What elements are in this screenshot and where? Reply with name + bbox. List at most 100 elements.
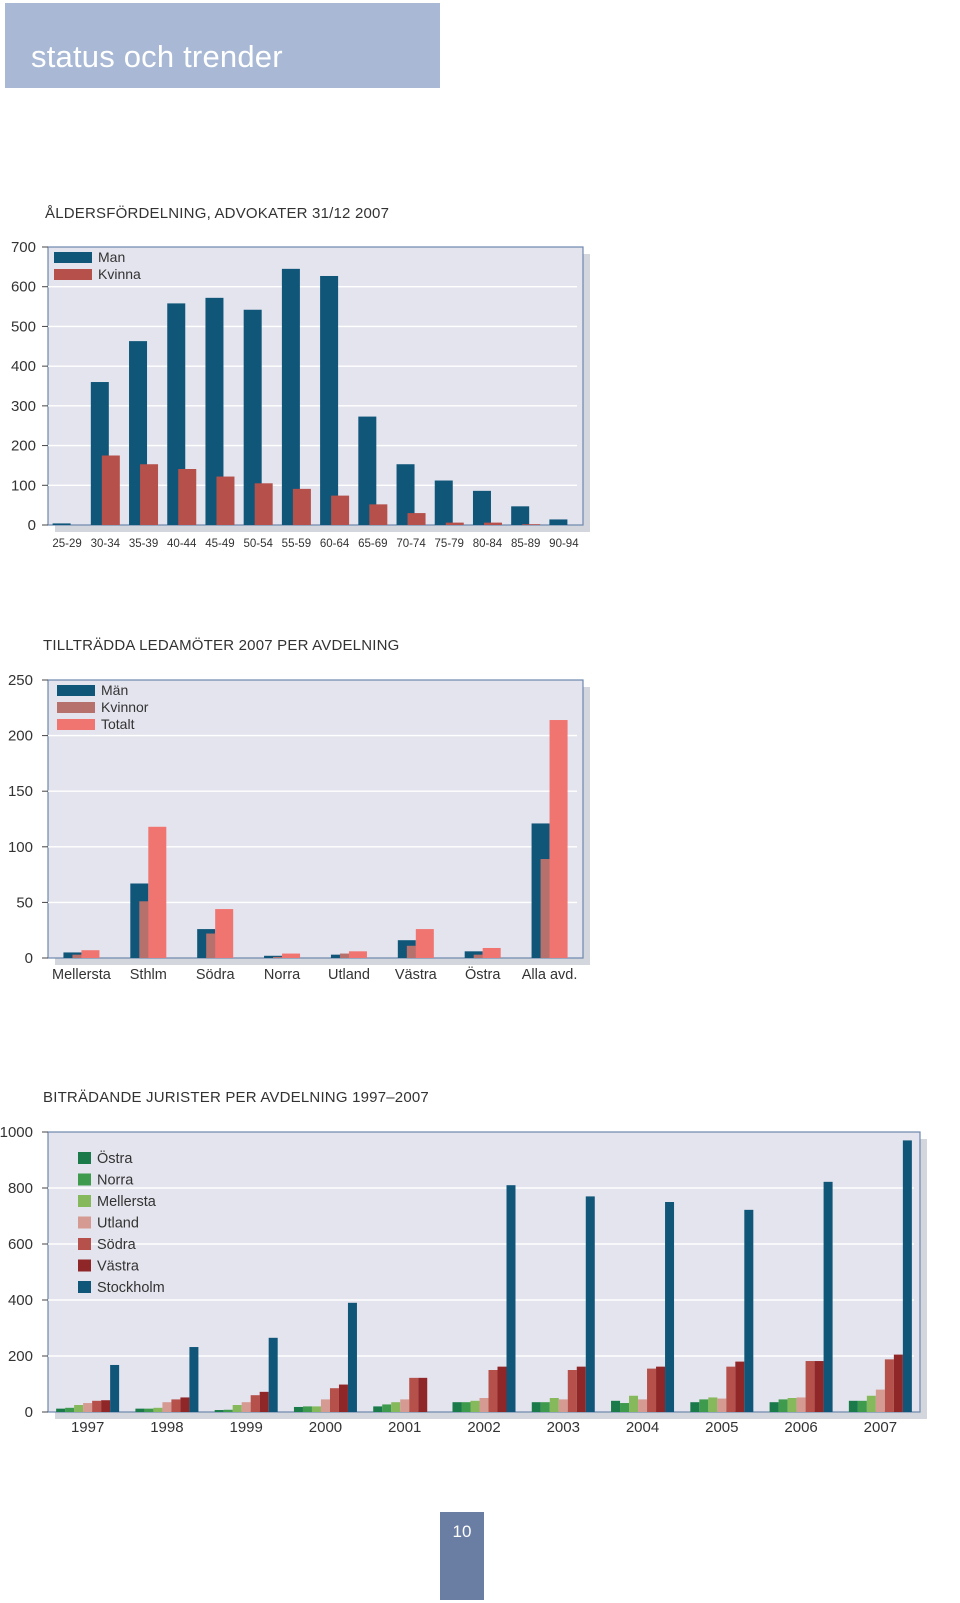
legend-swatch [54, 252, 92, 263]
bar-stockholm [744, 1209, 754, 1412]
y-tick-label: 800 [8, 1180, 33, 1197]
bar-västra [656, 1366, 666, 1412]
bar-södra [488, 1370, 498, 1412]
x-tick-label: 35-39 [129, 538, 158, 550]
x-tick-label: Mellersta [52, 967, 112, 983]
section-header: status och trender [5, 3, 440, 88]
bar-totalt [549, 720, 568, 958]
bar-stockholm [189, 1347, 199, 1412]
bar-man [434, 480, 453, 525]
bar-östra [611, 1400, 621, 1412]
bar-kvinna [522, 524, 541, 525]
legend-swatch [57, 685, 95, 696]
bar-norra [382, 1404, 392, 1412]
bar-kvinna [407, 513, 426, 525]
bar-östra [531, 1402, 541, 1412]
legend-swatch [78, 1281, 91, 1293]
x-tick-label: 2007 [864, 1419, 897, 1436]
legend-swatch [78, 1152, 91, 1164]
bar-västra [497, 1366, 507, 1412]
x-tick-label: 1997 [71, 1419, 104, 1436]
bar-utland [479, 1398, 489, 1412]
bar-mellersta [549, 1398, 559, 1412]
associates-per-division-chart: 0 200 400 600 800 1000 1997 1998 1999 2000 2001 200… [0, 1124, 927, 1436]
bar-stockholm [268, 1337, 278, 1412]
chart2-title: TILLTRÄDDA LEDAMÖTER 2007 PER AVDELNING [43, 637, 400, 654]
x-tick-label: 50-54 [243, 538, 273, 550]
bar-mellersta [470, 1400, 480, 1412]
bar-östra [135, 1408, 145, 1412]
bar-norra [461, 1402, 471, 1412]
legend-swatch [78, 1216, 91, 1229]
bar-södra [409, 1377, 419, 1412]
y-tick-label: 0 [25, 950, 33, 967]
bar-stockholm [823, 1181, 833, 1412]
bar-västra [893, 1354, 903, 1412]
bar-östra [373, 1406, 383, 1412]
bar-man [52, 523, 71, 525]
y-tick-label: 400 [8, 1292, 33, 1309]
bar-mellersta [787, 1398, 797, 1412]
y-tick-label: 0 [28, 517, 36, 534]
bar-stockholm [347, 1302, 357, 1412]
x-tick-label: 55-59 [282, 538, 311, 550]
y-tick-label: 200 [8, 1348, 33, 1365]
x-tick-label: Västra [395, 967, 438, 983]
bar-norra [620, 1403, 630, 1412]
x-tick-label: 2000 [309, 1419, 342, 1436]
bar-norra [144, 1408, 154, 1412]
bar-totalt [415, 929, 434, 958]
x-tick-label: 60-64 [320, 538, 350, 550]
y-tick-label: 150 [8, 783, 33, 800]
bar-norra [778, 1399, 788, 1412]
x-tick-label: Södra [196, 967, 236, 983]
x-tick-label: 85-89 [511, 538, 540, 550]
legend-label: Södra [97, 1237, 137, 1253]
bar-utland [83, 1403, 93, 1412]
x-tick-label: Sthlm [130, 967, 167, 983]
bar-utland [400, 1399, 410, 1412]
bar-man [243, 309, 262, 525]
x-tick-label: 75-79 [435, 538, 464, 550]
bar-totalt [81, 950, 100, 958]
bar-södra [647, 1368, 657, 1412]
legend-swatch [54, 269, 92, 280]
bar-totalt [215, 909, 234, 958]
x-tick-label: 2001 [388, 1419, 421, 1436]
x-tick-label: 65-69 [358, 538, 387, 550]
bar-stockholm [506, 1185, 516, 1412]
bar-man [511, 506, 530, 525]
bar-kvinna [216, 476, 235, 525]
bar-utland [796, 1397, 806, 1412]
bar-kvinna [178, 469, 197, 525]
bar-kvinna [292, 488, 311, 525]
legend-label: Utland [97, 1216, 139, 1232]
y-tick-label: 600 [11, 279, 36, 296]
x-tick-label: 40-44 [167, 538, 197, 550]
bar-södra [567, 1370, 577, 1412]
bar-mellersta [74, 1405, 84, 1412]
x-tick-label: 2004 [626, 1419, 659, 1436]
x-tick-label: 45-49 [205, 538, 234, 550]
bar-östra [56, 1408, 66, 1412]
legend-label: Västra [97, 1259, 140, 1275]
y-tick-label: 0 [25, 1404, 33, 1421]
y-tick-label: 700 [11, 239, 36, 256]
x-tick-label: 80-84 [473, 538, 503, 550]
bar-kvinna [140, 464, 159, 525]
bar-västra [814, 1361, 824, 1412]
x-tick-label: 1998 [150, 1419, 183, 1436]
bar-mellersta [311, 1406, 321, 1412]
y-tick-label: 400 [11, 358, 36, 375]
bar-totalt [348, 951, 367, 958]
bar-västra [418, 1377, 428, 1412]
bar-utland [320, 1399, 330, 1412]
bar-västra [576, 1366, 586, 1412]
bar-mellersta [153, 1407, 163, 1412]
y-tick-label: 250 [8, 672, 33, 689]
bar-kvinna [445, 522, 464, 525]
x-tick-label: Norra [264, 967, 301, 983]
bar-utland [717, 1398, 727, 1412]
bar-södra [884, 1359, 894, 1412]
bar-man [320, 275, 339, 525]
